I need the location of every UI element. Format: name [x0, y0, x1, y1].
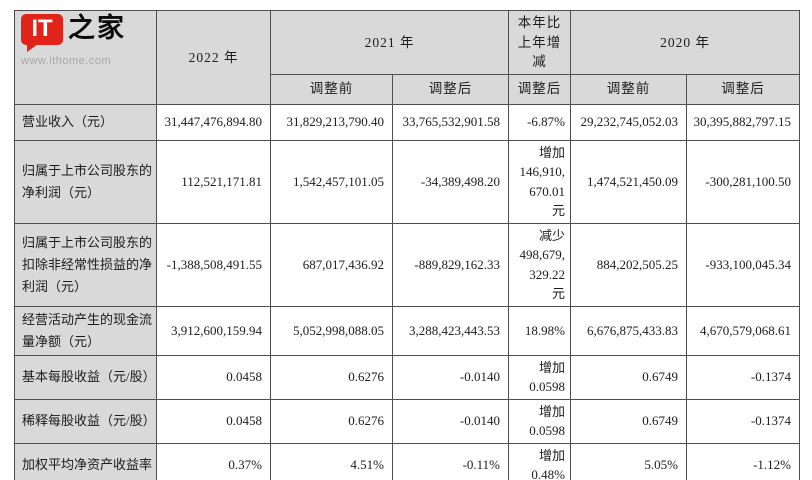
ithome-logo-icon: IT — [21, 14, 63, 52]
cell-2020-adjusted-before: 884,202,505.25 — [570, 222, 687, 307]
cell-2020-adjusted-after: 4,670,579,068.61 — [686, 305, 800, 356]
cell-2020-adjusted-before: 0.6749 — [570, 354, 687, 400]
cell-2020-adjusted-after: -0.1374 — [686, 354, 800, 400]
cell-year-change: 增加 0.48% — [508, 442, 571, 480]
cell-2020-adjusted-after: -300,281,100.50 — [686, 139, 800, 224]
cell-year-change: 增加 0.0598 — [508, 354, 571, 400]
subheader-2021-after: 调整后 — [392, 73, 509, 105]
financial-table: IT 之家 www.ithome.com 2022 年 2021 年 本年比上年… — [14, 10, 800, 480]
cell-2022-value: 0.37% — [156, 442, 271, 480]
row-label: 归属于上市公司股东的净利润（元） — [14, 139, 157, 224]
cell-2021-adjusted-before: 31,829,213,790.40 — [270, 103, 393, 141]
speech-bubble-tail-icon — [27, 44, 38, 52]
cell-2021-adjusted-before: 0.6276 — [270, 398, 393, 444]
cell-2020-adjusted-after: -933,100,045.34 — [686, 222, 800, 307]
cell-2022-value: 0.0458 — [156, 354, 271, 400]
cell-2021-adjusted-after: 33,765,532,901.58 — [392, 103, 509, 141]
header-2021: 2021 年 — [270, 10, 509, 75]
row-label: 基本每股收益（元/股） — [14, 354, 157, 400]
row-label: 加权平均净资产收益率 — [14, 442, 157, 480]
cell-year-change: 减少 498,679, 329.22 元 — [508, 222, 571, 307]
cell-2020-adjusted-after: 30,395,882,797.15 — [686, 103, 800, 141]
cell-2021-adjusted-after: -34,389,498.20 — [392, 139, 509, 224]
cell-2020-adjusted-before: 6,676,875,433.83 — [570, 305, 687, 356]
row-label: 经营活动产生的现金流量净额（元） — [14, 305, 157, 356]
cell-2021-adjusted-before: 4.51% — [270, 442, 393, 480]
cell-2020-adjusted-before: 29,232,745,052.03 — [570, 103, 687, 141]
subheader-2020-before: 调整前 — [570, 73, 687, 105]
table-row: 稀释每股收益（元/股） 0.0458 0.6276 -0.0140 增加 0.0… — [14, 398, 800, 444]
cell-2021-adjusted-after: -0.11% — [392, 442, 509, 480]
cell-2020-adjusted-after: -1.12% — [686, 442, 800, 480]
row-label: 稀释每股收益（元/股） — [14, 398, 157, 444]
cell-2020-adjusted-before: 0.6749 — [570, 398, 687, 444]
table-row: 营业收入（元） 31,447,476,894.80 31,829,213,790… — [14, 103, 800, 141]
cell-year-change: 增加 146,910, 670.01 元 — [508, 139, 571, 224]
cell-2021-adjusted-after: -889,829,162.33 — [392, 222, 509, 307]
header-change: 本年比上年增减 — [508, 10, 571, 75]
logo-home-text: 之家 — [68, 13, 126, 43]
table-row: 基本每股收益（元/股） 0.0458 0.6276 -0.0140 增加 0.0… — [14, 354, 800, 400]
cell-2021-adjusted-before: 0.6276 — [270, 354, 393, 400]
cell-2022-value: 112,521,171.81 — [156, 139, 271, 224]
subheader-2021-before: 调整前 — [270, 73, 393, 105]
cell-2020-adjusted-after: -0.1374 — [686, 398, 800, 444]
table-row: 加权平均净资产收益率 0.37% 4.51% -0.11% 增加 0.48% 5… — [14, 442, 800, 480]
row-label: 营业收入（元） — [14, 103, 157, 141]
cell-2022-value: 0.0458 — [156, 398, 271, 444]
logo-it-text: IT — [31, 15, 53, 42]
cell-2021-adjusted-after: 3,288,423,443.53 — [392, 305, 509, 356]
header-2022: 2022 年 — [156, 10, 271, 105]
subheader-change-after: 调整后 — [508, 73, 571, 105]
cell-2022-value: 31,447,476,894.80 — [156, 103, 271, 141]
cell-year-change: 18.98% — [508, 305, 571, 356]
header-2020: 2020 年 — [570, 10, 800, 75]
cell-2021-adjusted-before: 5,052,998,088.05 — [270, 305, 393, 356]
cell-2020-adjusted-before: 1,474,521,450.09 — [570, 139, 687, 224]
cell-2021-adjusted-before: 1,542,457,101.05 — [270, 139, 393, 224]
cell-2021-adjusted-after: -0.0140 — [392, 398, 509, 444]
cell-year-change: -6.87% — [508, 103, 571, 141]
cell-year-change: 增加 0.0598 — [508, 398, 571, 444]
logo-cell: IT 之家 www.ithome.com — [14, 10, 157, 105]
ithome-logo: IT 之家 www.ithome.com — [21, 13, 126, 70]
cell-2022-value: 3,912,600,159.94 — [156, 305, 271, 356]
cell-2021-adjusted-after: -0.0140 — [392, 354, 509, 400]
cell-2020-adjusted-before: 5.05% — [570, 442, 687, 480]
subheader-2020-after: 调整后 — [686, 73, 800, 105]
logo-url: www.ithome.com — [21, 55, 112, 67]
row-label: 归属于上市公司股东的扣除非经常性损益的净利润（元） — [14, 222, 157, 307]
cell-2021-adjusted-before: 687,017,436.92 — [270, 222, 393, 307]
table-row: 经营活动产生的现金流量净额（元） 3,912,600,159.94 5,052,… — [14, 305, 800, 356]
cell-2022-value: -1,388,508,491.55 — [156, 222, 271, 307]
table-row: 归属于上市公司股东的扣除非经常性损益的净利润（元） -1,388,508,491… — [14, 222, 800, 307]
table-row: 归属于上市公司股东的净利润（元） 112,521,171.81 1,542,45… — [14, 139, 800, 224]
